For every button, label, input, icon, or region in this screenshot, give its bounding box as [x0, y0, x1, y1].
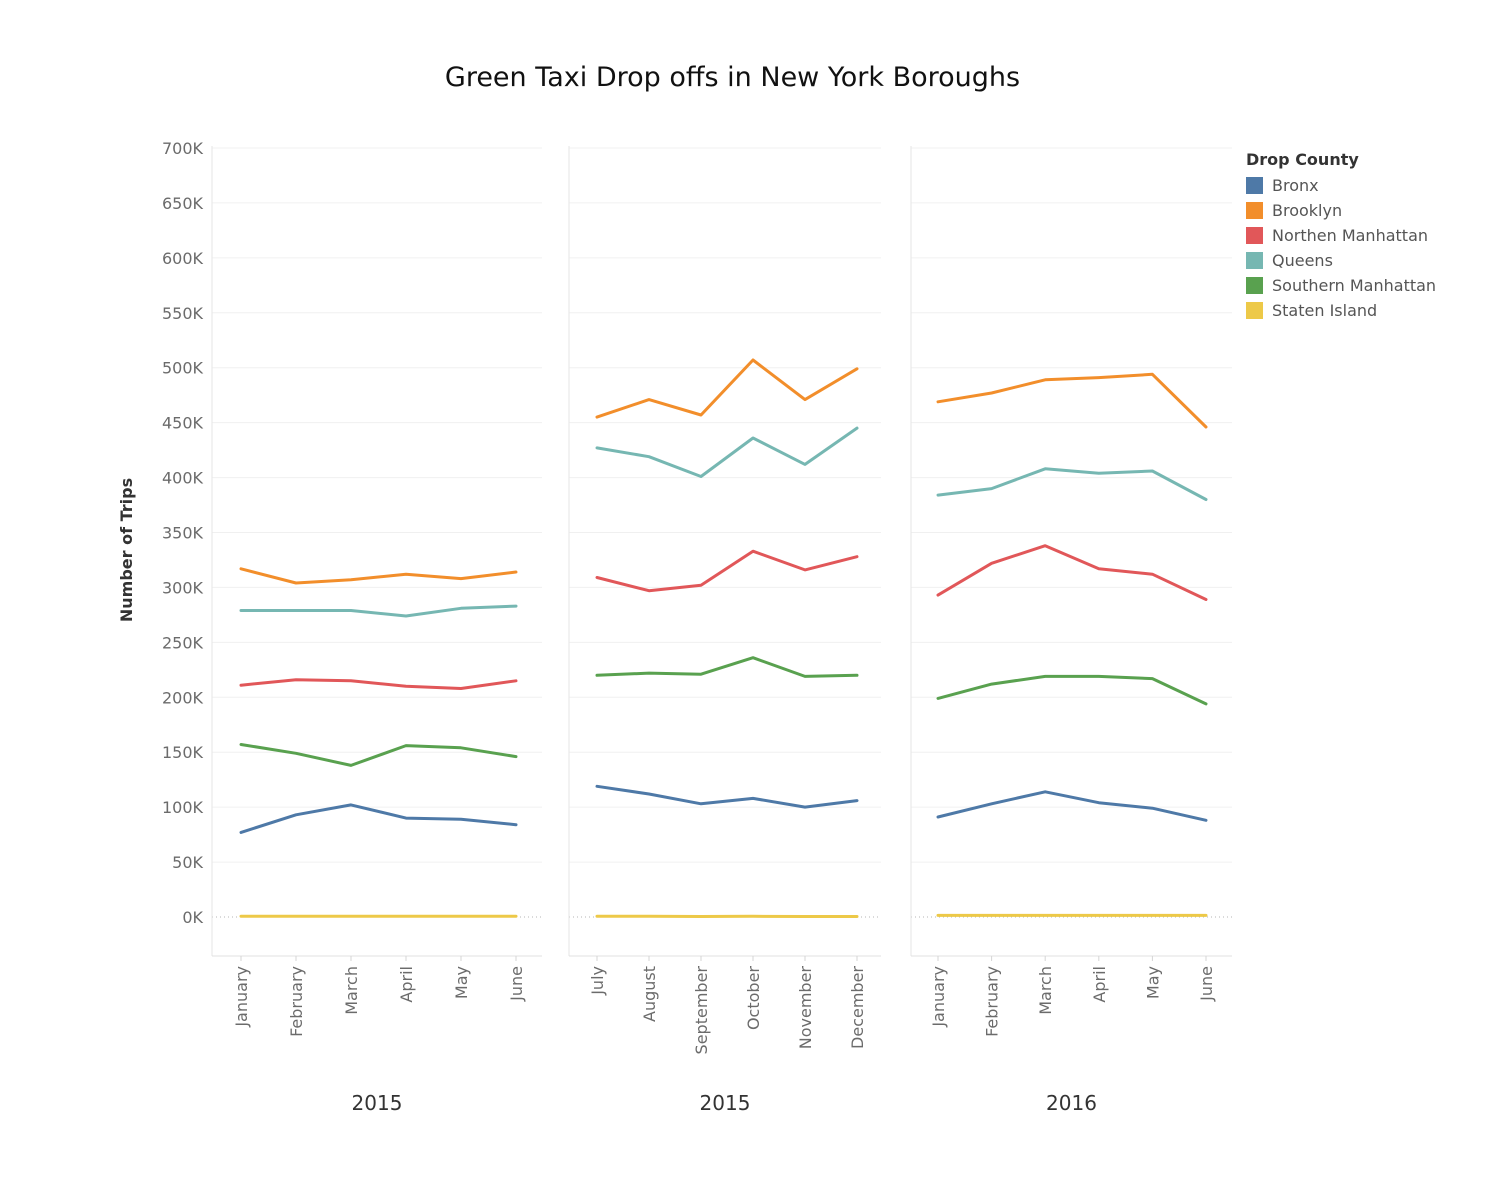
panel-year-label: 2015 — [352, 1091, 403, 1115]
series-line-northen-manhattan — [239, 678, 518, 690]
x-tick-label: February — [983, 966, 1002, 1037]
legend-swatch — [1246, 277, 1263, 294]
legend-item[interactable]: Brooklyn — [1246, 198, 1436, 223]
legend-title: Drop County — [1246, 150, 1359, 169]
panel-year-label: 2016 — [1046, 1091, 1097, 1115]
series-lines — [239, 358, 1208, 918]
axes — [211, 146, 1232, 961]
series-line-southern-manhattan — [595, 656, 859, 678]
y-tick-label: 500K — [162, 359, 204, 378]
series-line-queens — [936, 467, 1208, 501]
legend-label: Queens — [1272, 251, 1333, 270]
x-tick-label: January — [929, 966, 948, 1028]
x-tick-label: March — [342, 966, 361, 1015]
series-line-bronx — [595, 784, 859, 809]
y-tick-label: 400K — [162, 469, 204, 488]
y-tick-label: 550K — [162, 304, 204, 323]
panel-year-label: 2015 — [700, 1091, 751, 1115]
legend-item[interactable]: Queens — [1246, 248, 1436, 273]
series-line-brooklyn — [239, 567, 518, 585]
legend-items: Bronx Brooklyn Northen Manhattan Queens Sout… — [1246, 173, 1436, 323]
y-tick-label: 350K — [162, 524, 204, 543]
x-tick-label: April — [1090, 966, 1109, 1003]
legend-item[interactable]: Staten Island — [1246, 298, 1436, 323]
x-tick-label: May — [1143, 966, 1162, 999]
y-tick-label: 600K — [162, 249, 204, 268]
series-line-queens — [239, 604, 518, 618]
series-line-northen-manhattan — [595, 549, 859, 593]
x-tick-label: September — [692, 966, 711, 1055]
x-tick-label: November — [796, 966, 815, 1050]
legend-swatch — [1246, 252, 1263, 269]
y-axis-title: Number of Trips — [117, 478, 136, 622]
series-line-southern-manhattan — [239, 743, 518, 767]
x-tick-label: October — [744, 966, 763, 1030]
y-tick-label: 50K — [172, 853, 203, 872]
chart-title: Green Taxi Drop offs in New York Borough… — [444, 62, 1021, 93]
series-line-bronx — [936, 790, 1208, 822]
x-tick-label: August — [640, 966, 659, 1022]
y-tick-label: 250K — [162, 633, 204, 652]
legend-swatch — [1246, 227, 1263, 244]
legend-swatch — [1246, 202, 1263, 219]
x-tick-label: June — [1197, 966, 1216, 1002]
x-tick-label: May — [452, 966, 471, 999]
legend-label: Brooklyn — [1272, 201, 1343, 220]
legend-label: Bronx — [1272, 176, 1319, 195]
legend-item[interactable]: Bronx — [1246, 173, 1436, 198]
legend-swatch — [1246, 177, 1263, 194]
series-line-bronx — [239, 803, 518, 834]
legend: Drop County Bronx Brooklyn Northen Manhatt… — [1246, 150, 1436, 323]
x-tick-label: June — [507, 966, 526, 1002]
y-tick-label: 700K — [162, 139, 204, 158]
legend-item[interactable]: Northen Manhattan — [1246, 223, 1436, 248]
series-line-brooklyn — [595, 358, 859, 419]
x-tick-label: July — [588, 966, 607, 996]
legend-label: Northen Manhattan — [1272, 226, 1429, 245]
y-tick-label: 650K — [162, 194, 204, 213]
series-line-southern-manhattan — [936, 674, 1208, 706]
x-tick-label: April — [397, 966, 416, 1003]
series-line-northen-manhattan — [936, 544, 1208, 601]
axis-labels: 700K 650K 600K 550K 500K 450K 400K 350K 300K 250K… — [162, 139, 1216, 1115]
x-tick-label: January — [232, 966, 251, 1028]
y-tick-label: 150K — [162, 743, 204, 762]
y-tick-label: 200K — [162, 688, 204, 707]
series-line-queens — [595, 426, 859, 478]
y-tick-label: 450K — [162, 414, 204, 433]
legend-label: Southern Manhattan — [1272, 276, 1437, 295]
y-tick-label: 100K — [162, 798, 204, 817]
y-tick-label: 0K — [182, 908, 203, 927]
legend-swatch — [1246, 302, 1263, 319]
series-line-brooklyn — [936, 372, 1208, 429]
legend-label: Staten Island — [1272, 301, 1378, 320]
x-tick-label: March — [1036, 966, 1055, 1015]
legend-item[interactable]: Southern Manhattan — [1246, 273, 1436, 298]
y-tick-label: 300K — [162, 578, 204, 597]
x-tick-label: December — [848, 966, 867, 1049]
gridlines — [212, 147, 1232, 918]
x-tick-label: February — [287, 966, 306, 1037]
